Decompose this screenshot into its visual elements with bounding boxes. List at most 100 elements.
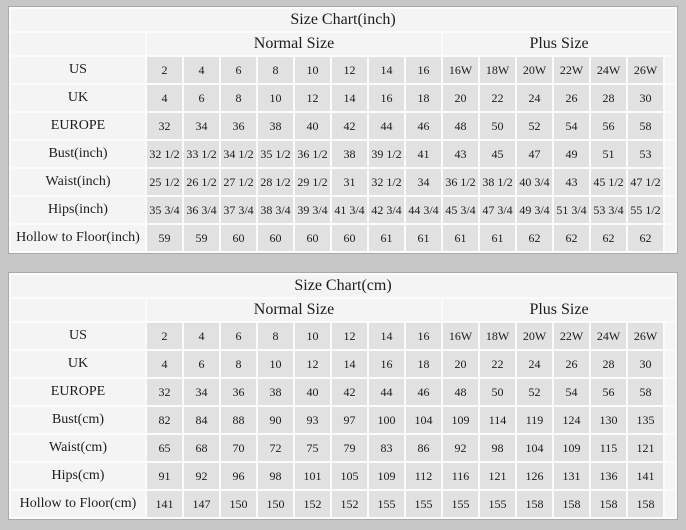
table-row: Waist(cm) 65 68 70 72 75 79 83 86 92 98 104 109 115 12… (11, 435, 676, 461)
size-value-cell: 91 (147, 463, 182, 489)
size-value-cell: 98 (258, 463, 293, 489)
size-value-cell: 68 (184, 435, 219, 461)
size-value-cell: 31 (332, 169, 367, 195)
size-value-cell: 88 (221, 407, 256, 433)
size-value-cell: 40 3/4 (517, 169, 552, 195)
size-value-cell: 84 (184, 407, 219, 433)
size-value-cell: 42 (332, 113, 367, 139)
size-value-cell: 121 (480, 463, 515, 489)
size-value-cell: 44 (369, 379, 404, 405)
size-value-cell: 130 (591, 407, 626, 433)
size-value-cell: 44 (369, 113, 404, 139)
size-value-cell: 30 (628, 85, 663, 111)
size-value-cell: 116 (443, 463, 478, 489)
row-label: Hips(inch) (11, 197, 145, 223)
size-value-cell: 51 (591, 141, 626, 167)
size-value-cell: 26W (628, 57, 663, 83)
size-value-cell: 49 3/4 (517, 197, 552, 223)
size-value-cell: 34 1/2 (221, 141, 256, 167)
size-value-cell: 28 (591, 85, 626, 111)
size-value-cell: 158 (554, 491, 589, 517)
size-value-cell: 22 (480, 351, 515, 377)
size-value-cell: 150 (221, 491, 256, 517)
size-value-cell: 52 (517, 379, 552, 405)
size-value-cell: 62 (591, 225, 626, 251)
size-chart-inch-table: Size Chart(inch) Normal Size Plus Size U… (8, 6, 679, 254)
size-value-cell: 12 (332, 323, 367, 349)
size-value-cell: 38 1/2 (480, 169, 515, 195)
size-value-cell: 60 (295, 225, 330, 251)
size-value-cell: 4 (147, 351, 182, 377)
size-value-cell: 39 1/2 (369, 141, 404, 167)
size-value-cell: 16 (406, 323, 441, 349)
filler-cell (665, 351, 676, 377)
size-value-cell: 26W (628, 323, 663, 349)
row-label: Hollow to Floor(inch) (11, 225, 145, 251)
table-row: Bust(cm) 82 84 88 90 93 97 100 104 109 114 119 124 13… (11, 407, 676, 433)
group-header-row: Normal Size Plus Size (11, 33, 676, 55)
size-value-cell: 43 (554, 169, 589, 195)
size-value-cell: 158 (591, 491, 626, 517)
size-value-cell: 38 3/4 (258, 197, 293, 223)
size-value-cell: 109 (369, 463, 404, 489)
size-value-cell: 10 (295, 323, 330, 349)
size-value-cell: 8 (221, 351, 256, 377)
size-value-cell: 59 (184, 225, 219, 251)
filler-cell (665, 225, 676, 251)
filler-cell (665, 407, 676, 433)
size-value-cell: 82 (147, 407, 182, 433)
size-value-cell: 36 1/2 (295, 141, 330, 167)
size-value-cell: 36 1/2 (443, 169, 478, 195)
size-value-cell: 36 (221, 113, 256, 139)
size-value-cell: 41 (406, 141, 441, 167)
row-label: Bust(cm) (11, 407, 145, 433)
chart-title: Size Chart(inch) (11, 9, 676, 31)
size-value-cell: 24W (591, 323, 626, 349)
corner-cell (11, 33, 145, 55)
size-value-cell: 30 (628, 351, 663, 377)
size-value-cell: 141 (628, 463, 663, 489)
size-value-cell: 16 (369, 351, 404, 377)
size-value-cell: 86 (406, 435, 441, 461)
size-value-cell: 16W (443, 57, 478, 83)
size-value-cell: 8 (221, 85, 256, 111)
size-value-cell: 158 (517, 491, 552, 517)
filler-cell (665, 57, 676, 83)
size-value-cell: 126 (517, 463, 552, 489)
normal-size-header: Normal Size (147, 33, 441, 55)
table-row: Hollow to Floor(inch) 59 59 60 60 60 60 61 61 61 6… (11, 225, 676, 251)
size-value-cell: 65 (147, 435, 182, 461)
size-value-cell: 44 3/4 (406, 197, 441, 223)
size-value-cell: 24W (591, 57, 626, 83)
size-value-cell: 41 3/4 (332, 197, 367, 223)
row-label: UK (11, 351, 145, 377)
size-value-cell: 24 (517, 85, 552, 111)
size-value-cell: 34 (184, 113, 219, 139)
size-value-cell: 56 (591, 113, 626, 139)
size-value-cell: 152 (295, 491, 330, 517)
size-value-cell: 141 (147, 491, 182, 517)
size-value-cell: 155 (406, 491, 441, 517)
size-value-cell: 121 (628, 435, 663, 461)
size-value-cell: 10 (295, 57, 330, 83)
size-value-cell: 50 (480, 379, 515, 405)
table-row: Hips(inch) 35 3/4 36 3/4 37 3/4 38 3/4 39 3/4… (11, 197, 676, 223)
size-value-cell: 98 (480, 435, 515, 461)
size-value-cell: 28 (591, 351, 626, 377)
size-value-cell: 6 (184, 351, 219, 377)
filler-cell (665, 463, 676, 489)
filler-cell (665, 85, 676, 111)
size-value-cell: 52 (517, 113, 552, 139)
size-value-cell: 131 (554, 463, 589, 489)
size-value-cell: 6 (221, 323, 256, 349)
size-value-cell: 62 (628, 225, 663, 251)
filler-cell (665, 113, 676, 139)
table-row: US 2 4 6 8 10 12 14 16 16W 18W 20W 22W 24W 26W (11, 323, 676, 349)
size-value-cell: 32 1/2 (369, 169, 404, 195)
size-value-cell: 18W (480, 323, 515, 349)
size-value-cell: 26 (554, 351, 589, 377)
size-value-cell: 25 1/2 (147, 169, 182, 195)
filler-cell (665, 491, 676, 517)
size-value-cell: 62 (517, 225, 552, 251)
size-value-cell: 10 (258, 85, 293, 111)
